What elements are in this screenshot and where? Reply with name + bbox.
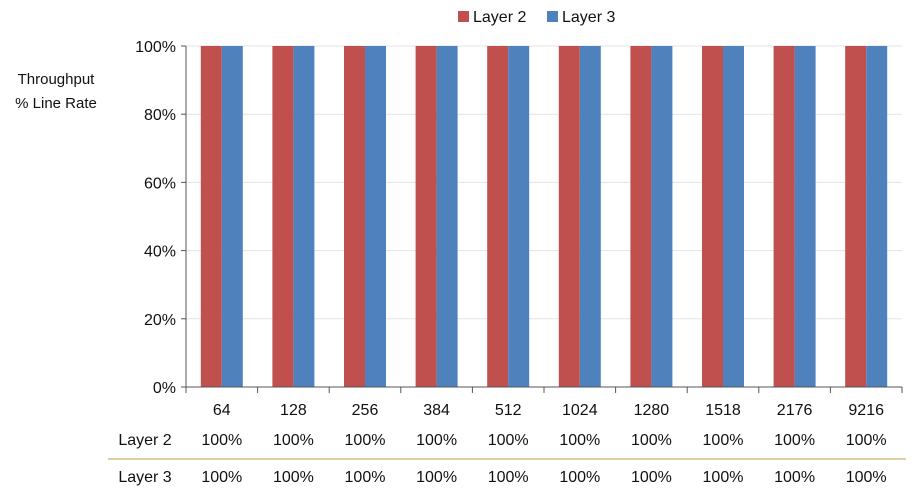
bar-layer-3-1280 [651, 46, 673, 387]
table-cell-layer-3-1024: 100% [559, 469, 600, 486]
x-tick-label-128: 128 [280, 402, 307, 419]
y-tick-label-0: 0% [153, 380, 176, 397]
x-tick-label-2176: 2176 [777, 402, 813, 419]
legend-label-layer-2: Layer 2 [473, 9, 526, 26]
y-axis-label-line-1: Throughput [18, 71, 96, 88]
table-cell-layer-3-128: 100% [273, 469, 314, 486]
table-row-label-layer-3: Layer 3 [118, 469, 171, 486]
y-tick-label-40: 40% [144, 244, 176, 261]
bar-layer-2-256 [344, 46, 365, 387]
bar-layer-2-384 [415, 46, 437, 387]
bar-layer-3-64 [221, 46, 243, 387]
y-axis-label: Throughput % Line Rate [15, 71, 97, 112]
x-tick-label-1024: 1024 [562, 402, 598, 419]
table-cell-layer-2-1024: 100% [559, 432, 600, 449]
x-tick-label-256: 256 [352, 402, 379, 419]
bar-layer-2-512 [487, 46, 509, 387]
table-cell-layer-2-128: 100% [273, 432, 314, 449]
table-cell-layer-2-256: 100% [345, 432, 386, 449]
y-tick-label-80: 80% [144, 107, 176, 124]
table-cell-layer-3-512: 100% [488, 469, 529, 486]
bar-layer-3-384 [436, 46, 458, 387]
data-table: Layer 2 100% 100% 100% 100% 100% 100% 100% 100% 1… [108, 432, 906, 486]
bar-layer-3-2176 [794, 46, 816, 387]
table-cell-layer-2-64: 100% [201, 432, 242, 449]
table-row-label-layer-2: Layer 2 [118, 432, 171, 449]
table-cell-layer-2-512: 100% [488, 432, 529, 449]
x-tick-label-1280: 1280 [634, 402, 670, 419]
table-cell-layer-2-2176: 100% [774, 432, 815, 449]
bar-layer-2-1518 [702, 46, 723, 387]
x-tick-labels: 64 128 256 384 512 1024 1280 1518 2176 9216 [213, 402, 884, 419]
bar-layer-3-9216 [866, 46, 888, 387]
x-tick-label-9216: 9216 [848, 402, 884, 419]
y-tick-label-20: 20% [144, 312, 176, 329]
table-cell-layer-2-9216: 100% [846, 432, 887, 449]
legend-label-layer-3: Layer 3 [562, 9, 615, 26]
bar-layer-3-512 [508, 46, 530, 387]
x-tick-label-512: 512 [495, 402, 522, 419]
x-tick-label-384: 384 [423, 402, 450, 419]
bar-layer-2-1024 [558, 46, 580, 387]
legend-swatch-layer-3 [547, 11, 558, 22]
y-tick-label-60: 60% [144, 175, 176, 192]
table-cell-layer-2-384: 100% [416, 432, 457, 449]
axes [181, 45, 903, 393]
bar-layer-2-2176 [773, 46, 795, 387]
table-cell-layer-3-9216: 100% [846, 469, 887, 486]
table-cell-layer-2-1280: 100% [631, 432, 672, 449]
x-tick-label-64: 64 [213, 402, 231, 419]
bars [200, 46, 888, 387]
table-cell-layer-3-1280: 100% [631, 469, 672, 486]
table-cell-layer-3-2176: 100% [774, 469, 815, 486]
bar-layer-3-128 [293, 46, 315, 387]
table-cell-layer-3-64: 100% [201, 469, 242, 486]
bar-layer-3-1518 [723, 46, 744, 387]
legend-swatch-layer-2 [458, 11, 469, 22]
bar-layer-2-1280 [630, 46, 652, 387]
bar-layer-2-9216 [845, 46, 867, 387]
bar-layer-3-256 [365, 46, 386, 387]
bar-layer-3-1024 [579, 46, 601, 387]
table-cell-layer-3-384: 100% [416, 469, 457, 486]
bar-layer-2-128 [272, 46, 294, 387]
legend: Layer 2 Layer 3 [458, 9, 615, 26]
y-tick-labels: 0% 20% 40% 60% 80% 100% [135, 39, 176, 397]
table-cell-layer-3-256: 100% [345, 469, 386, 486]
x-tick-label-1518: 1518 [705, 402, 741, 419]
y-tick-label-100: 100% [135, 39, 176, 56]
table-cell-layer-3-1518: 100% [703, 469, 744, 486]
y-axis-label-line-2: % Line Rate [15, 95, 97, 112]
bar-layer-2-64 [200, 46, 222, 387]
table-cell-layer-2-1518: 100% [703, 432, 744, 449]
